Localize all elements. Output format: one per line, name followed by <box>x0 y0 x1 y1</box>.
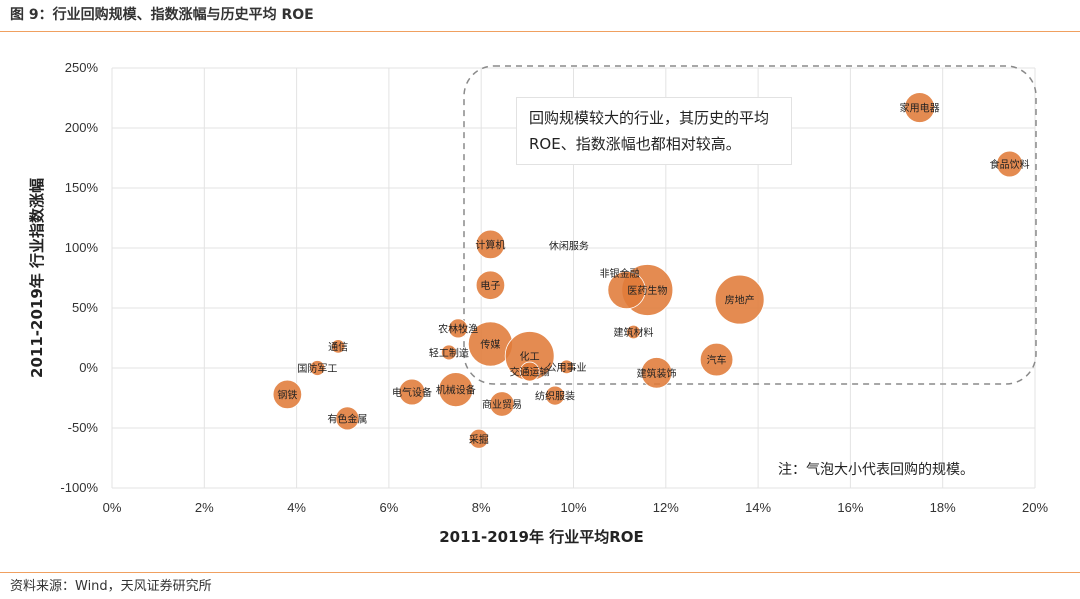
bubble-point <box>545 385 565 406</box>
bubble-point <box>714 274 765 325</box>
y-tick-label: -50% <box>68 420 99 435</box>
bubble-point <box>441 344 457 361</box>
x-tick-label: 8% <box>472 500 491 515</box>
bubble-chart: 0% 2% 4% 6% 8% 10% 12% 14% 16% 18% 20% -100% -50% 0% 5… <box>28 60 1048 546</box>
bubble-label: 农林牧渔 <box>438 322 478 335</box>
y-axis-title: 2011-2019年 行业指数涨幅 <box>28 178 46 378</box>
y-tick-label: 100% <box>65 240 99 255</box>
source-text: 资料来源：Wind，天风证券研究所 <box>10 579 212 594</box>
bubble-point <box>330 339 346 354</box>
bubble-label: 交通运输 <box>510 366 550 379</box>
x-axis-title: 2011-2019年 行业平均ROE <box>439 528 644 546</box>
top-rule <box>0 31 1080 32</box>
bubble-point <box>607 270 646 310</box>
bubble-label: 电子 <box>480 279 500 292</box>
bubble-label: 轻工制造 <box>429 346 469 359</box>
y-tick-label: 250% <box>65 60 99 75</box>
bubble-point <box>519 361 540 382</box>
bubble-label: 化工 <box>520 350 540 363</box>
bubble-label: 休闲服务 <box>549 240 589 253</box>
bottom-rule <box>0 572 1080 573</box>
x-tick-label: 4% <box>287 500 306 515</box>
annotation-box: 回购规模较大的行业，其历史的平均 ROE、指数涨幅也都相对较高。 <box>516 97 792 165</box>
bubble-point <box>468 428 489 449</box>
bubble-label: 房地产 <box>725 294 755 307</box>
bubble-point <box>559 359 574 375</box>
bubble-label: 汽车 <box>707 354 727 367</box>
bubble-point <box>475 229 506 260</box>
bubble-point <box>996 150 1023 178</box>
bubble-label: 钢铁 <box>277 388 297 401</box>
bubble-label: 计算机 <box>475 238 505 251</box>
x-tick-label: 20% <box>1022 500 1048 515</box>
figure-title: 图 9：行业回购规模、指数涨幅与历史平均 ROE <box>10 7 314 23</box>
bubble-label: 商业贸易 <box>482 398 522 411</box>
x-tick-label: 10% <box>560 500 586 515</box>
x-tick-label: 6% <box>380 500 399 515</box>
bubble-point <box>438 372 474 408</box>
bubble-label: 国防军工 <box>297 362 337 375</box>
bubble-label: 有色金属 <box>327 412 367 425</box>
x-tick-label: 18% <box>930 500 956 515</box>
bubble-label: 电气设备 <box>392 386 432 399</box>
bubble-point <box>640 357 673 389</box>
bubble-label: 建筑材料 <box>613 326 653 339</box>
bubble-label: 采掘 <box>469 433 489 446</box>
bubble-point <box>904 92 935 123</box>
bubble-point <box>335 406 360 431</box>
bubble-label: 公用事业 <box>547 361 587 374</box>
y-tick-label: -100% <box>60 480 98 495</box>
bubble-point <box>309 360 326 376</box>
bubble-point <box>272 379 303 410</box>
bubble-point <box>699 342 734 377</box>
x-tick-label: 14% <box>745 500 771 515</box>
x-tick-label: 2% <box>195 500 214 515</box>
dashed-highlight-box <box>463 65 1037 385</box>
bubble-point <box>489 391 515 417</box>
bubble-point <box>398 378 426 406</box>
x-tick-label: 16% <box>837 500 863 515</box>
bubble-point <box>448 318 469 339</box>
bubble-point <box>626 324 641 340</box>
y-tick-label: 150% <box>65 180 99 195</box>
annotation-line-1: 回购规模较大的行业，其历史的平均 <box>529 109 770 127</box>
bubble-label: 传媒 <box>480 339 500 351</box>
bubble-label: 食品饮料 <box>990 158 1030 171</box>
y-tick-label: 50% <box>72 300 98 315</box>
bubble-label: 纺织服装 <box>535 390 575 403</box>
x-tick-label: 0% <box>103 500 122 515</box>
x-tick-label: 12% <box>653 500 679 515</box>
y-tick-label: 0% <box>79 360 98 375</box>
annotation-line-2: ROE、指数涨幅也都相对较高。 <box>529 135 741 153</box>
bubble-label: 通信 <box>328 341 348 353</box>
bubble-label: 医药生物 <box>627 284 667 297</box>
bubble-label: 非银金融 <box>600 267 640 280</box>
bubble-label: 家用电器 <box>900 102 940 115</box>
bubble-size-note: 注：气泡大小代表回购的规模。 <box>778 462 974 478</box>
bubble-label: 机械设备 <box>436 384 476 397</box>
bubble-point <box>475 270 506 300</box>
bubble-label: 建筑装饰 <box>637 367 677 380</box>
y-tick-label: 200% <box>65 120 99 135</box>
